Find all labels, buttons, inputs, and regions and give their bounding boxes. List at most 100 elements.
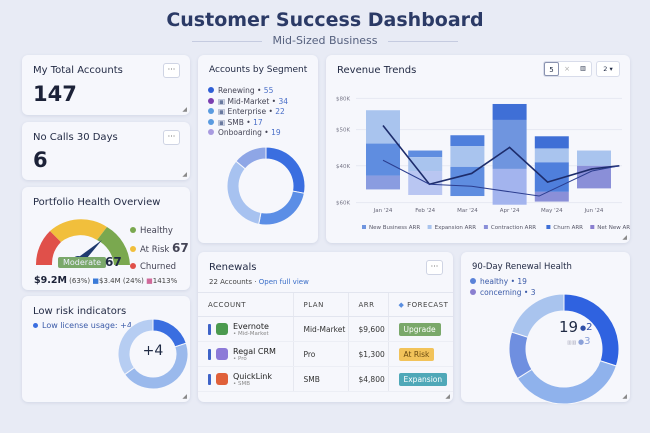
x-tick-label: Jan '24: [373, 208, 393, 214]
gauge-churned-arc: [35, 231, 61, 265]
legend-churned: Churned: [130, 259, 189, 276]
legend-label: Contraction ARR: [491, 225, 536, 231]
card-title: No Calls 30 Days: [33, 132, 118, 143]
donut-slice-1: [516, 360, 617, 404]
col-plan[interactable]: PLAN: [292, 292, 348, 317]
bar-segment-4-1: [534, 148, 569, 163]
card-title: My Total Accounts: [33, 65, 123, 76]
x-tick-label: Jun '24: [584, 208, 604, 214]
page-subtitle: Mid-Sized Business: [0, 34, 650, 47]
table-row[interactable]: QuickLink • SMB SMB $4,800 Expansion: [198, 366, 453, 392]
row-indicator: [208, 373, 211, 385]
renewals-card: Renewals ··· 22 Accounts · Open full vie…: [198, 252, 453, 402]
y-tick-label: $60K: [336, 201, 350, 207]
bar-segment-2-1: [450, 146, 485, 167]
total-accounts-value: 147: [33, 82, 77, 106]
revenue-card: Revenue Trends 5 × ▥ 2 ▾ $80K $50K $40K $60…: [326, 55, 630, 243]
card-title: Low risk indicators: [33, 306, 127, 317]
bar-segment-1-0: [408, 150, 443, 158]
bar-segment-3-1: [492, 119, 527, 169]
low-risk-item: Low license usage: +4: [33, 321, 132, 332]
col-forecast[interactable]: ◆ FORECAST: [387, 292, 453, 317]
resize-handle[interactable]: ◢: [445, 393, 450, 400]
bar-segment-2-2: [450, 166, 485, 197]
account-name[interactable]: QuickLink: [233, 371, 273, 381]
donut-slice-0: [265, 147, 305, 194]
donut-slice-2: [227, 160, 262, 225]
forecast-badge: Upgrade: [398, 322, 441, 336]
evernote-logo: [216, 323, 228, 335]
account-name[interactable]: Evernote: [233, 321, 269, 331]
col-arr[interactable]: ARR: [347, 292, 388, 317]
legend-swatch: [427, 225, 432, 229]
legend-concerning: concerning • 3: [470, 288, 536, 299]
arr-cell: $1,300: [347, 341, 388, 367]
segment-legend-item: ▣ SMB • 17: [208, 118, 288, 129]
close-icon[interactable]: ×: [564, 65, 570, 73]
segments-card: Accounts by Segment Renewing • 55 ▣ Mid-M…: [198, 55, 318, 243]
renewal-health-card: 90-Day Renewal Health healthy • 19 conce…: [461, 252, 630, 404]
plan-cell: Mid-Market: [292, 316, 348, 342]
no-calls-value: 6: [33, 148, 48, 172]
legend-swatch: [546, 225, 551, 229]
donut-slice-1: [258, 190, 305, 225]
open-full-view-link[interactable]: Open full view: [258, 278, 309, 286]
donut-slice-3: [511, 294, 565, 338]
resize-handle[interactable]: ◢: [622, 234, 627, 241]
arr-cell: $9,600: [347, 316, 388, 342]
segment-legend-item: Renewing • 55: [208, 86, 288, 97]
bar-segment-3-2: [492, 168, 527, 205]
arr-cell: $4,800: [347, 366, 388, 392]
donut-slice-2: [509, 331, 533, 380]
segments-legend: Renewing • 55 ▣ Mid-Market • 34 ▣ Enterpri…: [208, 86, 288, 139]
value-button[interactable]: 5: [544, 62, 559, 76]
bar-segment-5-0: [577, 150, 611, 166]
segments-donut: [227, 147, 305, 225]
account-segment: • Pro: [233, 355, 247, 362]
bar-segment-3-0: [492, 103, 527, 120]
mail-icon: ▣: [218, 107, 228, 116]
plan-cell: SMB: [292, 366, 348, 392]
more-button[interactable]: ···: [163, 130, 180, 145]
more-button[interactable]: ···: [163, 63, 180, 78]
renewals-table: ACCOUNT PLAN ARR ◆ FORECAST Evernote • Mi…: [198, 292, 453, 392]
no-calls-card: No Calls 30 Days ··· 6 ◢: [22, 122, 190, 180]
row-indicator: [208, 323, 211, 335]
bar-segment-1-2: [408, 171, 443, 195]
account-segment: • SMB: [233, 380, 251, 387]
status-badge: Moderate: [58, 257, 107, 268]
legend-swatch: [483, 225, 488, 229]
grid-icon: ▣: [218, 117, 228, 127]
card-title: Portfolio Health Overview: [33, 197, 161, 208]
table-row[interactable]: Evernote • Mid-Market Mid-Market $9,600 Up…: [198, 316, 453, 342]
legend-at-risk: At Risk 67: [130, 240, 189, 259]
segment-legend-item: ▣ Mid-Market • 34: [208, 97, 288, 108]
card-title: Renewals: [209, 262, 257, 273]
table-row[interactable]: Regal CRM • Pro Pro $1,300 At Risk: [198, 341, 453, 367]
trend-line-1: [382, 159, 620, 197]
resize-handle[interactable]: ◢: [182, 393, 187, 400]
account-segment: • Mid-Market: [233, 330, 269, 337]
renewal-health-donut: [509, 294, 619, 404]
account-name[interactable]: Regal CRM: [233, 346, 276, 356]
plan-cell: Pro: [292, 341, 348, 367]
series-select[interactable]: 2 ▾: [596, 61, 620, 77]
health-footer: $9.2M (63%) ■$3.4M (24%) ■1413%: [34, 275, 178, 286]
y-tick-label: $40K: [336, 164, 350, 170]
resize-handle[interactable]: ◢: [622, 393, 627, 400]
x-tick-label: Apr '24: [500, 208, 520, 214]
resize-handle[interactable]: ◢: [182, 106, 187, 113]
donut-slice-2: [118, 319, 154, 376]
bar-chart-icon[interactable]: ▥: [580, 65, 586, 72]
gauge-healthy-arc: [97, 227, 130, 265]
bar-segment-0-2: [366, 175, 400, 190]
more-button[interactable]: ···: [426, 260, 443, 275]
low-risk-donut: [118, 319, 188, 389]
health-side-2: ▥▥ ●3: [567, 336, 591, 347]
col-account[interactable]: ACCOUNT: [198, 292, 293, 317]
x-tick-label: Feb '24: [415, 208, 435, 214]
card-title: Revenue Trends: [337, 65, 417, 76]
x-tick-label: May '24: [541, 208, 563, 214]
total-accounts-card: My Total Accounts ··· 147 ◢: [22, 55, 190, 115]
resize-handle[interactable]: ◢: [182, 171, 187, 178]
